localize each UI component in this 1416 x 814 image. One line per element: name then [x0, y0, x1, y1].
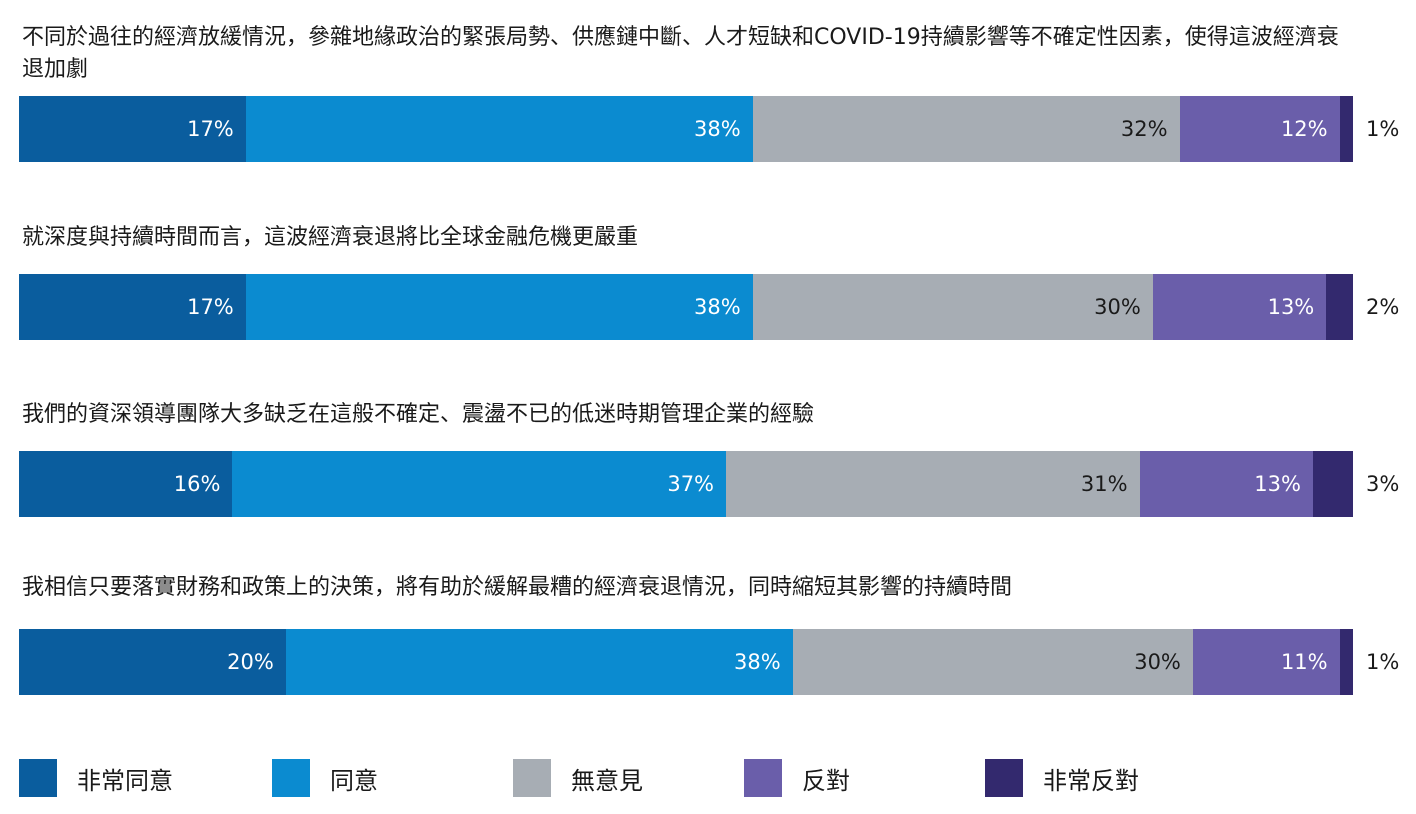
stacked-bar: 16% 37% 31% 13%: [19, 451, 1353, 517]
stacked-bar: 17% 38% 30% 13%: [19, 274, 1353, 340]
bar-segment: [1339, 96, 1353, 162]
legend-swatch: [272, 759, 310, 797]
bar-segment: 30%: [792, 629, 1193, 695]
legend-swatch: [513, 759, 551, 797]
legend-item: 非常同意: [19, 759, 173, 797]
legend-item: 非常反對: [985, 759, 1139, 797]
bar-segment: 17%: [19, 96, 246, 162]
legend-label: 無意見: [571, 766, 643, 795]
statement-label: 就深度與持續時間而言，這波經濟衰退將比全球金融危機更嚴重: [22, 225, 639, 250]
bar-segment: 38%: [245, 274, 753, 340]
bar-segment: 30%: [752, 274, 1153, 340]
legend-label: 非常反對: [1043, 766, 1139, 795]
legend-item: 無意見: [513, 759, 643, 797]
data-label: 30%: [1094, 295, 1141, 319]
legend-item: 反對: [744, 759, 850, 797]
bar-segment: 38%: [245, 96, 753, 162]
legend-swatch: [985, 759, 1023, 797]
data-label: 13%: [1267, 295, 1315, 319]
data-label: 20%: [227, 650, 274, 674]
legend-label: 反對: [802, 766, 850, 795]
bar-segment: 11%: [1192, 629, 1340, 695]
stacked-bar: 17% 38% 32% 12%: [19, 96, 1353, 162]
data-label: 37%: [667, 472, 715, 496]
data-label: 32%: [1120, 117, 1168, 141]
bar-segment: 32%: [752, 96, 1180, 162]
bar-segment: 13%: [1139, 451, 1313, 517]
bar-segment: 13%: [1152, 274, 1327, 340]
legend: 非常同意 同意 無意見 反對 非常反對: [19, 759, 1349, 797]
statement-label: 不同於過往的經濟放緩情況，參雜地緣政治的緊張局勢、供應鏈中斷、人才短缺和COVI…: [22, 25, 1339, 82]
bar-segment: 12%: [1179, 96, 1340, 162]
stacked-bar: 20% 38% 30% 11%: [19, 629, 1353, 695]
data-label: 38%: [693, 295, 741, 319]
legend-swatch: [19, 759, 57, 797]
bar-segment: [1339, 629, 1353, 695]
data-label: 3%: [1366, 472, 1400, 496]
data-label: 30%: [1134, 650, 1181, 674]
data-label: 17%: [187, 295, 234, 319]
data-label: 11%: [1280, 650, 1328, 674]
data-label: 16%: [173, 472, 221, 496]
bar-segment: 17%: [19, 274, 246, 340]
data-label: 31%: [1080, 472, 1128, 496]
data-label: 12%: [1280, 117, 1328, 141]
data-label: 1%: [1366, 650, 1400, 674]
data-label: 13%: [1254, 472, 1301, 496]
data-label: 2%: [1366, 295, 1400, 319]
data-label: 17%: [187, 117, 234, 141]
statement-label: 我們的資深領導團隊大多缺乏在這般不確定、震盪不已的低迷時期管理企業的經驗: [22, 402, 815, 427]
bar-segment: 20%: [19, 629, 286, 695]
legend-swatch: [744, 759, 782, 797]
data-label: 38%: [693, 117, 741, 141]
statement-label: 我相信只要落實財務和政策上的決策，將有助於緩解最糟的經濟衰退情況，同時縮短其影響…: [22, 575, 1013, 600]
bar-segment: 38%: [285, 629, 793, 695]
data-label: 1%: [1366, 117, 1400, 141]
legend-label: 同意: [330, 766, 378, 795]
bar-segment: [1312, 451, 1353, 517]
bar-segment: [1326, 274, 1353, 340]
bar-segment: 37%: [232, 451, 727, 517]
legend-item: 同意: [272, 759, 378, 797]
bar-segment: 31%: [726, 451, 1140, 517]
legend-label: 非常同意: [77, 766, 173, 795]
bar-segment: 16%: [19, 451, 233, 517]
data-label: 38%: [734, 650, 781, 674]
